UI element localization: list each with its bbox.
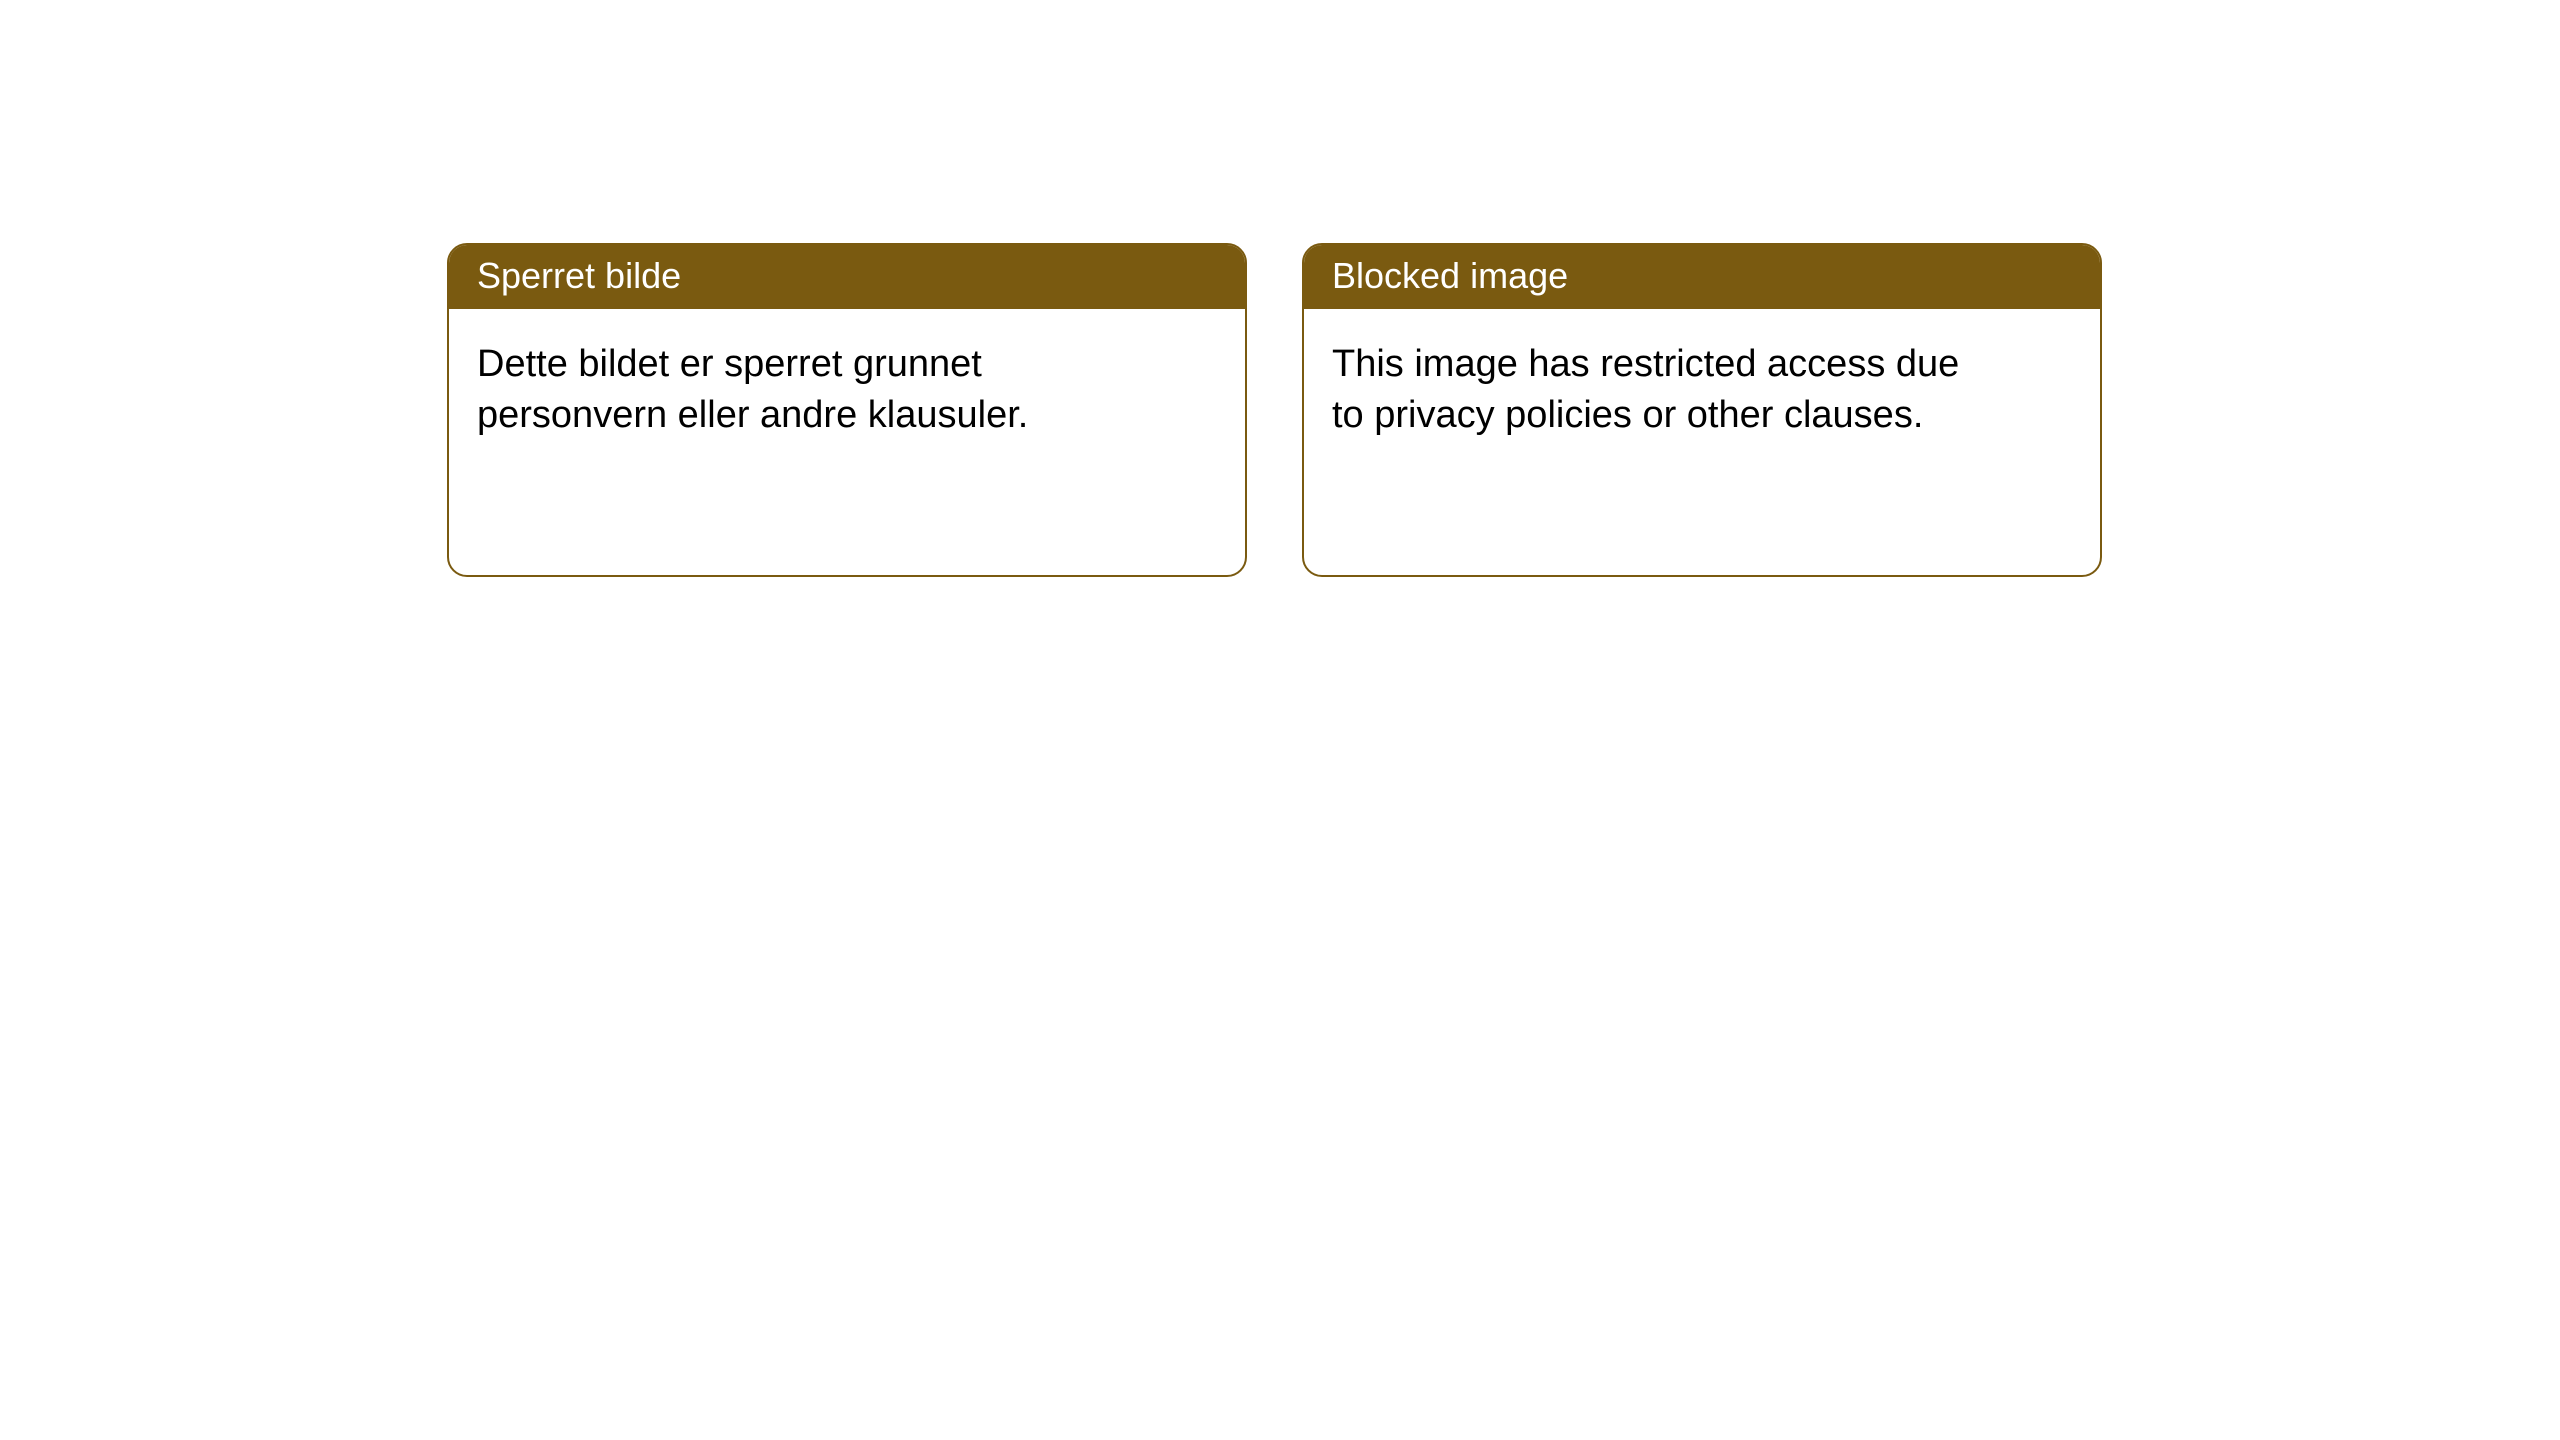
notice-header: Blocked image [1304, 245, 2100, 309]
notice-card-norwegian: Sperret bilde Dette bildet er sperret gr… [447, 243, 1247, 577]
notice-card-english: Blocked image This image has restricted … [1302, 243, 2102, 577]
notice-body: Dette bildet er sperret grunnet personve… [449, 309, 1149, 472]
notice-text: Dette bildet er sperret grunnet personve… [477, 343, 1028, 436]
notice-container: Sperret bilde Dette bildet er sperret gr… [0, 0, 2560, 577]
notice-text: This image has restricted access due to … [1332, 343, 1959, 436]
notice-title: Sperret bilde [477, 255, 681, 296]
notice-header: Sperret bilde [449, 245, 1245, 309]
notice-body: This image has restricted access due to … [1304, 309, 2004, 472]
notice-title: Blocked image [1332, 255, 1568, 296]
